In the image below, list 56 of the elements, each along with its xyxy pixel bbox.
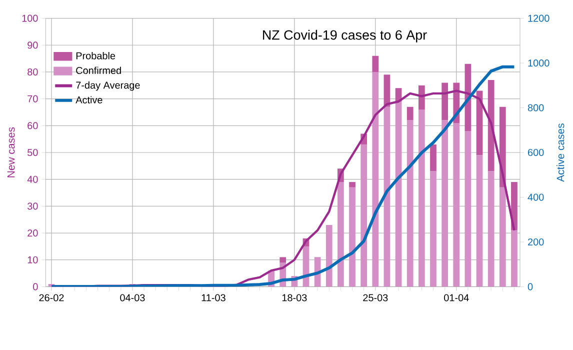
y-tick-label: 80	[28, 68, 38, 76]
legend-label: Confirmed	[76, 66, 121, 74]
y2-tick-label: 200	[528, 238, 544, 246]
text: NZ Covid-19 cases to 6 Apr	[263, 30, 427, 42]
bar	[406, 120, 414, 287]
bar	[349, 182, 356, 188]
bar	[464, 131, 472, 287]
bar	[418, 85, 425, 110]
bar	[511, 230, 518, 287]
bar	[442, 120, 448, 287]
x-tick-label: 11-03	[202, 294, 226, 302]
legend-label: 7-day Average	[76, 81, 140, 91]
y2-tick-label: 400	[528, 194, 544, 201]
bar	[499, 187, 506, 287]
bar	[384, 106, 390, 287]
bar	[430, 144, 436, 172]
x-tick-label: 01-04	[444, 294, 469, 302]
bar	[280, 257, 286, 263]
bar	[418, 110, 425, 287]
bar	[395, 102, 402, 287]
bar	[338, 182, 344, 287]
bar	[326, 224, 332, 287]
y-tick-label: 60	[28, 122, 38, 130]
bar	[476, 155, 483, 287]
x-tick-label: 04-03	[120, 294, 145, 302]
y-axis-title: New cases	[7, 127, 15, 178]
y-tick-label: 20	[28, 229, 38, 237]
bar	[372, 56, 379, 72]
legend-label: Probable	[76, 52, 116, 60]
y2-axis-title: Active cases	[556, 124, 564, 182]
bar	[488, 80, 494, 172]
x-tick-label: 25-03	[363, 294, 388, 302]
x-tick-label: 18-03	[282, 294, 307, 302]
y-tick-label: 90	[28, 42, 38, 49]
bar	[488, 171, 494, 287]
y-tick-label: 100	[22, 14, 38, 22]
y2-tick-label: 600	[528, 148, 544, 156]
bar	[442, 82, 448, 120]
bar	[349, 187, 356, 287]
y2-tick-label: 1000	[528, 60, 550, 67]
bar	[453, 122, 460, 287]
y-tick-label: 10	[28, 256, 38, 264]
y-tick-label: 40	[27, 176, 38, 183]
bar	[406, 106, 414, 120]
y2-tick-label: 1200	[528, 14, 550, 22]
legend-label: Active	[76, 96, 102, 104]
y-tick-label: 30	[27, 202, 38, 210]
y-tick-label: 0	[33, 283, 38, 290]
y-tick-label: 50	[28, 148, 38, 156]
y2-tick-label: 800	[528, 104, 544, 112]
bar	[372, 72, 379, 287]
y2-tick-label: 0	[528, 283, 533, 290]
y-tick-label: 70	[28, 95, 38, 102]
bar	[430, 171, 436, 287]
bar	[360, 144, 368, 287]
x-tick-label: 26-02	[39, 294, 64, 302]
